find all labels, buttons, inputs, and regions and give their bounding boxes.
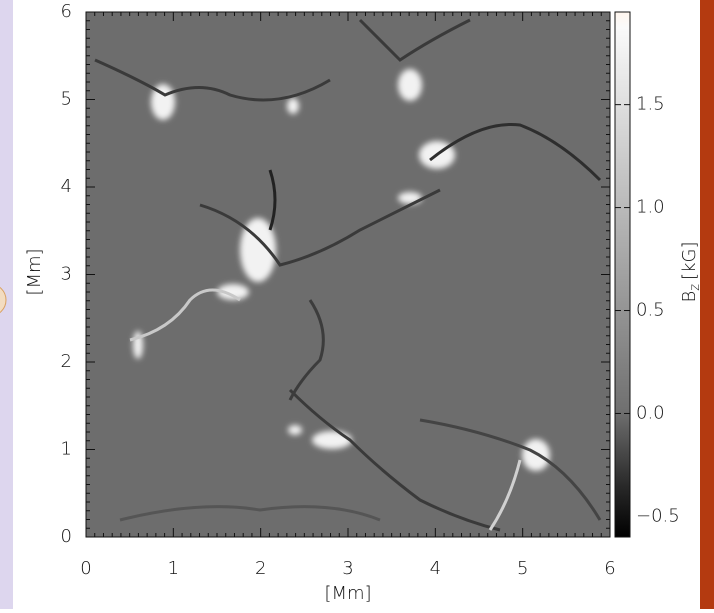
x-tick-label: 1 bbox=[168, 558, 179, 579]
colorbar bbox=[614, 11, 631, 538]
x-tick-label: 4 bbox=[430, 558, 441, 579]
y-axis-label: [Mm] bbox=[24, 248, 45, 295]
colorbar-tick-label: 0.0 bbox=[636, 402, 665, 423]
magnetogram bbox=[86, 12, 610, 537]
x-tick-label: 2 bbox=[255, 558, 266, 579]
colorbar-tick-label: 1.0 bbox=[636, 197, 665, 218]
neighbor-strip bbox=[0, 0, 13, 609]
x-tick-label: 5 bbox=[517, 558, 528, 579]
neighbor-strip bbox=[700, 0, 714, 609]
y-tick-label: 0 bbox=[61, 526, 72, 547]
colorbar-tick-label: 1.5 bbox=[636, 94, 665, 115]
colorbar-label: Bz [kG] bbox=[679, 241, 703, 302]
x-tick-label: 3 bbox=[342, 558, 353, 579]
field-filaments bbox=[94, 18, 602, 532]
neighbor-fragment bbox=[0, 286, 7, 314]
x-tick-label: 6 bbox=[604, 558, 615, 579]
colorbar-label-unit: [kG] bbox=[679, 241, 700, 279]
y-tick-label: 3 bbox=[61, 264, 72, 285]
y-tick-label: 5 bbox=[61, 89, 72, 110]
y-tick-label: 1 bbox=[61, 439, 72, 460]
y-tick-label: 2 bbox=[61, 351, 72, 372]
colorbar-tick-label: −0.5 bbox=[636, 505, 680, 526]
colorbar-label-symbol: B bbox=[679, 291, 700, 303]
y-tick-label: 4 bbox=[61, 176, 72, 197]
x-axis-label: [Mm] bbox=[324, 583, 371, 604]
colorbar-tick-label: 0.5 bbox=[636, 300, 665, 321]
y-tick-label: 6 bbox=[61, 1, 72, 22]
x-tick-label: 0 bbox=[80, 558, 91, 579]
colorbar-label-subscript: z bbox=[688, 284, 703, 291]
